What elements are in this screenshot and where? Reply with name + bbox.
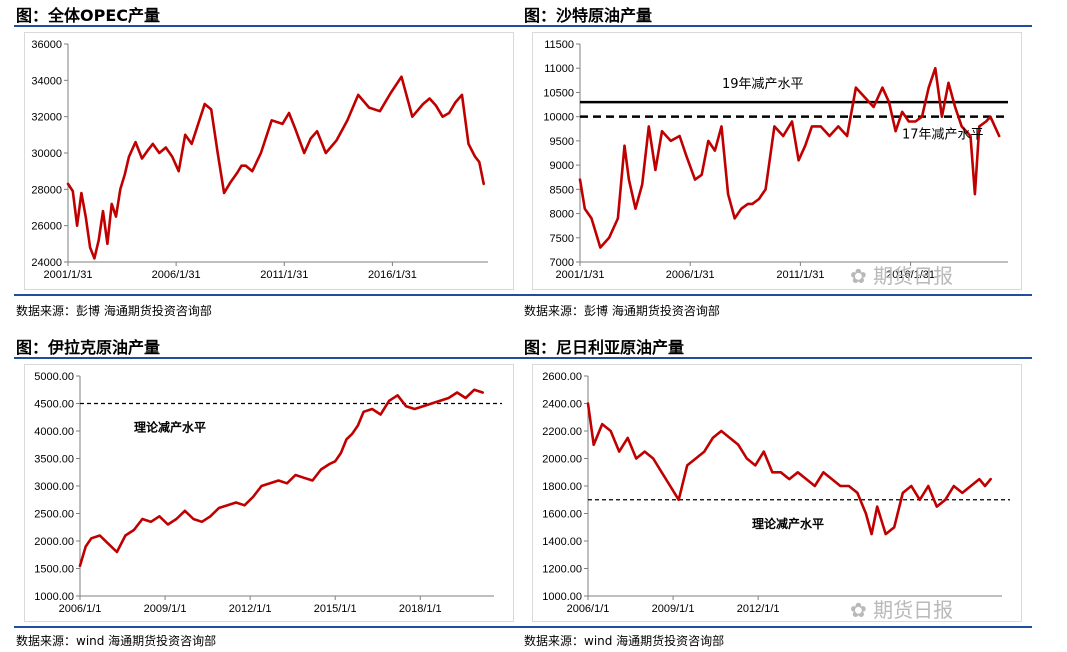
y-tick-label: 8000 — [550, 209, 574, 221]
chart-frame — [532, 364, 1022, 622]
chart-title: 图：全体OPEC产量 — [16, 6, 161, 25]
chart-frame — [532, 32, 1022, 290]
y-tick-label: 11500 — [544, 39, 574, 51]
reference-line-label: 理论减产水平 — [752, 516, 824, 531]
series-line — [66, 75, 486, 260]
y-tick-label: 10000 — [543, 112, 574, 124]
y-tick-label: 1000.00 — [542, 591, 582, 603]
x-tick-label: 2016/1/31 — [368, 269, 417, 281]
y-tick-label: 32000 — [31, 112, 62, 124]
source-note: 数据来源：wind 海通期货投资咨询部 — [524, 634, 725, 648]
y-tick-label: 11000 — [544, 63, 574, 75]
x-tick-label: 2018/1/1 — [399, 603, 442, 615]
panel-nigeria: 图：尼日利亚原油产量 1000.00 1200.00 1400.00 1600.00 1… — [522, 334, 1032, 652]
x-tick-label: 2009/1/1 — [144, 603, 187, 615]
nigeria-chart: 1000.00 1200.00 1400.00 1600.00 1800.00 2000.… — [532, 364, 1022, 622]
chart-frame — [24, 364, 514, 622]
chart-title: 图：伊拉克原油产量 — [16, 338, 161, 357]
source-note: 数据来源：彭博 海通期货投资咨询部 — [16, 304, 212, 318]
x-tick-label: 2009/1/1 — [652, 603, 695, 615]
y-tick-label: 7000 — [550, 257, 574, 269]
y-tick-label: 2000.00 — [542, 454, 582, 466]
x-tick-label: 2006/1/31 — [666, 269, 715, 281]
y-tick-label: 2600.00 — [542, 371, 582, 383]
wechat-icon: ✿ — [850, 264, 867, 288]
divider — [14, 357, 524, 359]
opec-chart: 24000 26000 28000 30000 32000 34000 36000 2001/… — [24, 32, 514, 290]
x-tick-label: 2011/1/31 — [776, 269, 824, 281]
divider — [522, 25, 1032, 27]
y-tick-label: 3500.00 — [34, 454, 74, 466]
reference-line-label: 17年减产水平 — [902, 128, 984, 143]
watermark: ✿ 期货日报 — [850, 594, 953, 623]
saudi-chart: 7000 7500 8000 8500 9000 9500 10000 10500 11000 1… — [532, 32, 1022, 290]
y-tick-label: 8500 — [550, 184, 574, 196]
y-tick-label: 28000 — [31, 184, 62, 196]
x-tick-label: 2001/1/31 — [44, 269, 93, 281]
y-tick-label: 1800.00 — [542, 481, 582, 493]
x-tick-label: 2012/1/1 — [737, 603, 780, 615]
x-tick-label: 2001/1/31 — [556, 269, 605, 281]
watermark: ✿ 期货日报 — [850, 260, 953, 289]
x-tick-label: 2016/1/31 — [886, 269, 935, 281]
y-tick-label: 26000 — [31, 221, 62, 233]
y-tick-label: 2000.00 — [34, 536, 74, 548]
source-note: 数据来源：wind 海通期货投资咨询部 — [16, 634, 217, 648]
series-line — [578, 66, 1001, 249]
y-tick-label: 1400.00 — [542, 536, 582, 548]
divider — [522, 626, 1032, 628]
y-tick-label: 9000 — [550, 160, 574, 172]
y-tick-label: 7500 — [550, 233, 574, 245]
chart-title: 图：沙特原油产量 — [524, 6, 653, 25]
x-tick-label: 2006/1/1 — [567, 603, 610, 615]
wechat-icon: ✿ — [850, 598, 867, 622]
reference-line-label: 理论减产水平 — [134, 420, 206, 435]
series-line — [78, 388, 485, 568]
reference-line-label: 19年减产水平 — [722, 77, 804, 92]
panel-iraq: 图：伊拉克原油产量 1000.00 1500.00 2000.00 2500.00 30… — [14, 334, 524, 652]
watermark-text: 期货日报 — [873, 598, 954, 622]
y-tick-label: 1200.00 — [542, 564, 582, 576]
panel-opec: 图：全体OPEC产量 24000 26000 28000 30000 32000 3400… — [14, 2, 524, 320]
iraq-chart: 1000.00 1500.00 2000.00 2500.00 3000.00 3500.… — [24, 364, 514, 622]
y-tick-label: 10500 — [543, 87, 574, 99]
divider — [14, 626, 524, 628]
divider — [522, 294, 1032, 296]
x-tick-label: 2015/1/1 — [314, 603, 357, 615]
divider — [522, 357, 1032, 359]
x-tick-label: 2006/1/31 — [152, 269, 201, 281]
watermark-text: 期货日报 — [873, 264, 954, 288]
y-tick-label: 30000 — [31, 148, 62, 160]
y-tick-label: 34000 — [31, 75, 62, 87]
y-tick-label: 1500.00 — [34, 564, 74, 576]
chart-frame — [24, 32, 514, 290]
y-tick-label: 9500 — [550, 136, 574, 148]
y-tick-label: 24000 — [31, 257, 62, 269]
x-tick-label: 2006/1/1 — [59, 603, 102, 615]
divider — [14, 294, 524, 296]
divider — [14, 25, 524, 27]
y-tick-label: 2500.00 — [34, 509, 74, 521]
y-tick-label: 2400.00 — [542, 399, 582, 411]
y-tick-label: 5000.00 — [34, 371, 74, 383]
x-tick-label: 2011/1/31 — [260, 269, 308, 281]
y-tick-label: 4000.00 — [34, 426, 74, 438]
x-tick-label: 2012/1/1 — [229, 603, 272, 615]
y-tick-label: 2200.00 — [542, 426, 582, 438]
source-note: 数据来源：彭博 海通期货投资咨询部 — [524, 304, 720, 318]
panel-saudi: 图：沙特原油产量 7000 7500 8000 8500 9000 9500 10000 10… — [522, 2, 1032, 320]
y-tick-label: 1600.00 — [542, 509, 582, 521]
y-tick-label: 36000 — [31, 39, 62, 51]
chart-title: 图：尼日利亚原油产量 — [524, 338, 685, 357]
y-tick-label: 4500.00 — [34, 399, 74, 411]
series-line — [586, 402, 993, 536]
y-tick-label: 1000.00 — [34, 591, 74, 603]
y-tick-label: 3000.00 — [34, 481, 74, 493]
